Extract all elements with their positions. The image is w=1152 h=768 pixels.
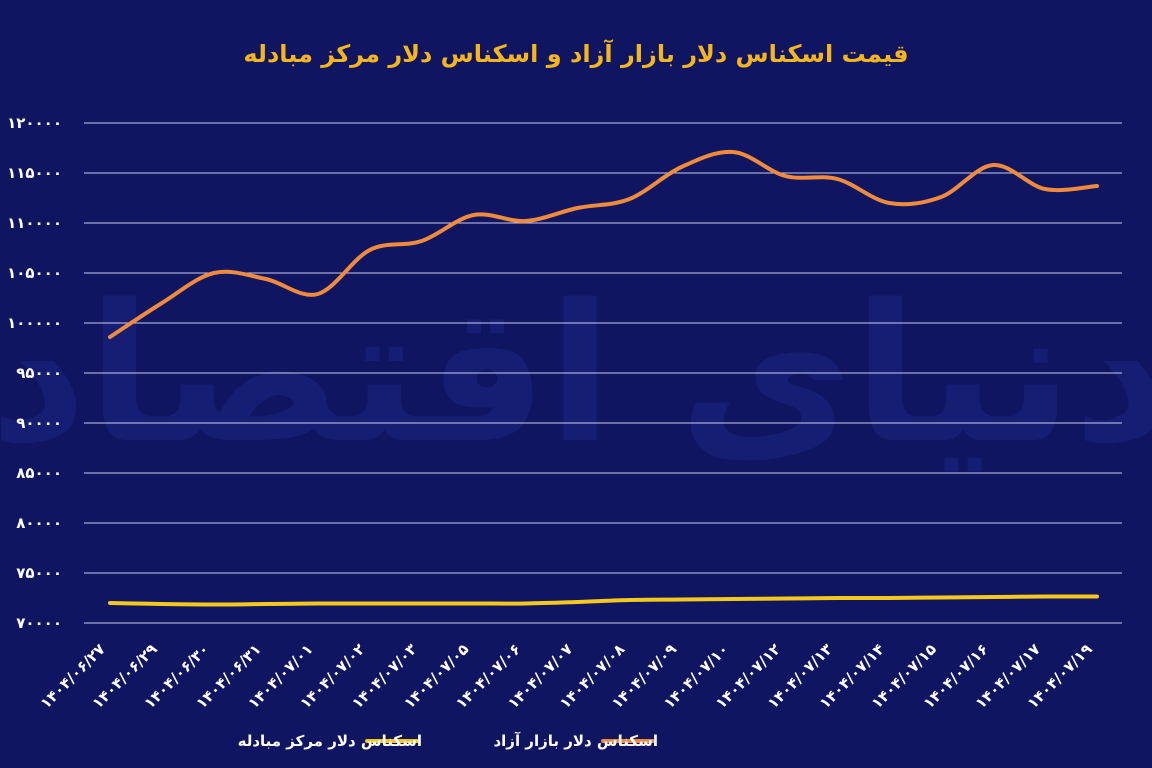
legend-label: اسکناس دلار بازار آزاد	[493, 732, 658, 750]
series-line-1	[108, 149, 1099, 339]
y-tick-label: ۸۰۰۰۰	[16, 514, 62, 532]
y-tick-label: ۱۱۰۰۰۰	[7, 214, 62, 232]
series-lines	[108, 149, 1099, 607]
chart-title: قیمت اسکناس دلار بازار آزاد و اسکناس دلا…	[243, 39, 908, 68]
watermark: دنیای اقتصاد	[0, 264, 1152, 485]
y-tick-label: ۷۰۰۰۰	[16, 614, 62, 632]
y-tick-label: ۱۲۰۰۰۰	[7, 114, 62, 132]
y-tick-label: ۹۰۰۰۰	[16, 414, 62, 432]
legend-label: اسکناس دلار مرکز مبادله	[238, 732, 422, 750]
y-tick-label: ۱۱۵۰۰۰	[7, 164, 62, 182]
x-axis-ticks: ۱۴۰۴/۰۶/۲۷۱۴۰۴/۰۶/۲۹۱۴۰۴/۰۶/۳۰۱۴۰۴/۰۶/۳۱…	[37, 640, 1096, 712]
y-tick-label: ۱۰۰۰۰۰	[7, 314, 62, 332]
y-tick-label: ۹۵۰۰۰	[16, 364, 62, 382]
series-line-2	[108, 594, 1099, 607]
watermark-text: دنیای اقتصاد	[0, 264, 1152, 485]
gridlines	[84, 122, 1122, 624]
legend: اسکناس دلار بازار آزاد اسکناس دلار مرکز م…	[238, 732, 658, 750]
y-tick-label: ۸۵۰۰۰	[16, 464, 62, 482]
y-tick-label: ۷۵۰۰۰	[16, 564, 62, 582]
y-axis-ticks: ۱۲۰۰۰۰ ۱۱۵۰۰۰ ۱۱۰۰۰۰ ۱۰۵۰۰۰ ۱۰۰۰۰۰ ۹۵۰۰۰ ۹۰۰۰۰…	[7, 114, 62, 632]
y-tick-label: ۱۰۵۰۰۰	[7, 264, 62, 282]
